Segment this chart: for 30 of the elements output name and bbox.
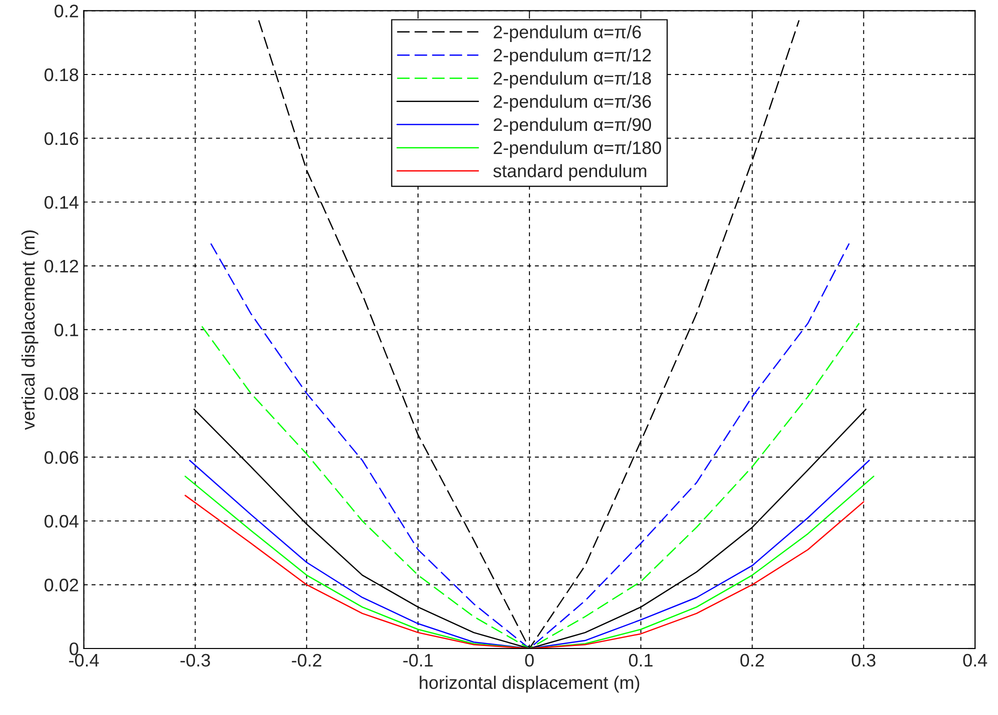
legend-label: 2-pendulum α=π/90 xyxy=(494,118,652,135)
x-tick-label: 0.4 xyxy=(963,654,988,667)
y-tick-label: 0.1 xyxy=(54,324,78,336)
x-tick-label: 0 xyxy=(525,654,534,667)
y-tick-label: 0.16 xyxy=(44,132,78,145)
y-axis-title: vertical displacement (m) xyxy=(21,230,38,430)
legend-label: 2-pendulum α=π/18 xyxy=(494,71,651,88)
y-tick-label: 0.04 xyxy=(44,514,78,528)
legend-label: 2-pendulum α=π/36 xyxy=(494,94,651,112)
y-tick-label: 0.2 xyxy=(54,4,78,18)
y-tick-label: 0.12 xyxy=(44,260,78,273)
y-tick-label: 0.18 xyxy=(44,68,78,82)
y-tick-label: 0.14 xyxy=(44,196,78,209)
x-tick-label: -0.3 xyxy=(180,654,210,667)
legend-label: 2-pendulum α=π/180 xyxy=(494,140,662,158)
x-tick-label: -0.2 xyxy=(292,654,322,667)
legend-label: standard pendulum xyxy=(493,164,646,181)
x-tick-label: -0.4 xyxy=(69,654,99,667)
x-tick-label: -0.1 xyxy=(403,654,433,667)
legend-label: 2-pendulum α=π/6 xyxy=(494,25,641,42)
y-tick-label: 0.06 xyxy=(44,451,78,464)
line-series xyxy=(210,242,850,649)
y-tick-label: 0 xyxy=(70,642,78,656)
legend-label: 2-pendulum α=π/12 xyxy=(494,48,651,66)
y-tick-label: 0.08 xyxy=(44,387,78,400)
y-tick-label: 0.02 xyxy=(44,578,78,592)
x-axis-title: horizontal displacement (m) xyxy=(420,676,640,693)
x-tick-label: 0.2 xyxy=(740,654,764,667)
x-tick-label: 0.3 xyxy=(852,654,876,667)
x-tick-label: 0.1 xyxy=(628,654,653,667)
